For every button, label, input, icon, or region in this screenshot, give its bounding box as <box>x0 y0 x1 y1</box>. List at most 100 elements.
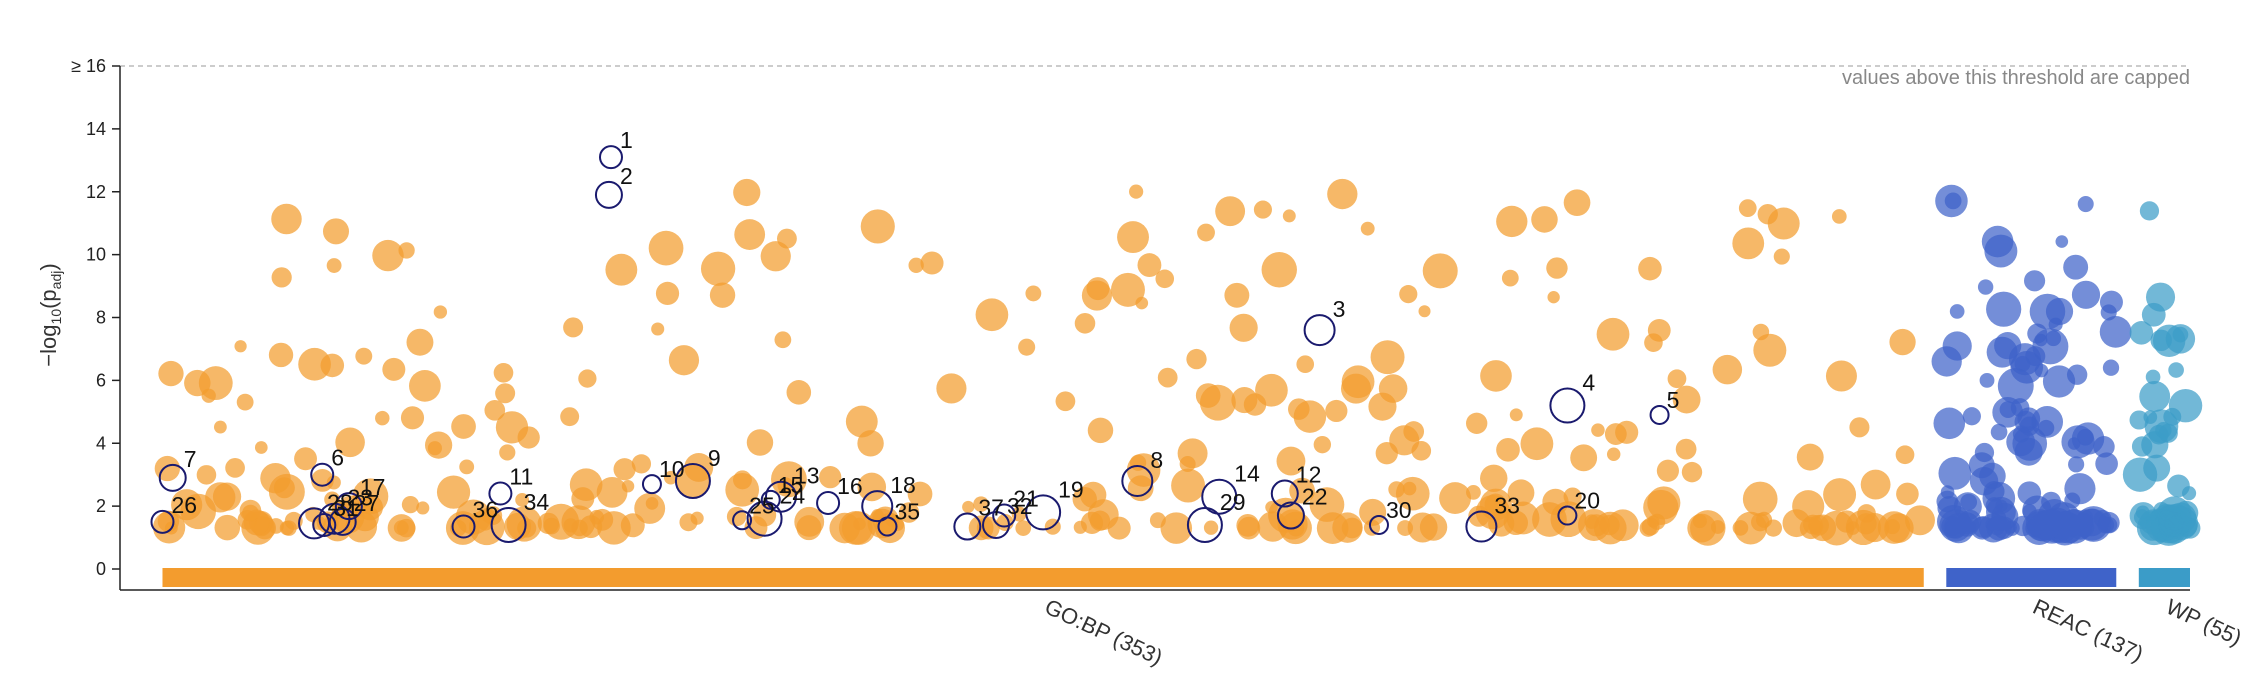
highlighted-point <box>674 462 711 499</box>
highlighted-point <box>816 490 841 515</box>
highlight-label: 37 <box>978 495 1004 521</box>
svg-text:−log10(padj): −log10(padj) <box>36 263 64 366</box>
term-point <box>406 328 434 356</box>
highlight-label: 34 <box>524 489 550 515</box>
highlighted-point <box>318 502 351 535</box>
term-point <box>2032 328 2069 365</box>
term-point <box>907 481 933 507</box>
term-point <box>1933 407 1966 440</box>
term-point <box>1732 227 1765 260</box>
term-point <box>1439 482 1472 515</box>
highlight-label: 15 <box>778 472 804 498</box>
term-point <box>709 282 736 308</box>
term-point <box>451 414 476 439</box>
term-point <box>2099 290 2123 314</box>
term-point <box>1137 253 1162 278</box>
term-point <box>1340 373 1372 404</box>
highlight-label: 22 <box>1302 484 1328 510</box>
term-point <box>841 511 876 545</box>
highlighted-point <box>877 516 898 537</box>
term-point <box>1243 393 1267 416</box>
term-point <box>517 426 540 449</box>
term-point <box>1224 282 1250 308</box>
term-point <box>1962 407 1981 426</box>
term-point <box>651 322 665 336</box>
term-point <box>1796 443 1824 471</box>
term-point <box>268 473 305 510</box>
term-point <box>2071 280 2101 309</box>
highlight-label: 31 <box>333 495 359 521</box>
term-point <box>271 267 292 288</box>
term-point <box>908 257 924 273</box>
term-point <box>726 506 747 527</box>
y-tick-label: 10 <box>86 245 106 265</box>
term-point <box>400 406 425 430</box>
term-point <box>409 370 441 402</box>
term-point <box>1979 373 1995 388</box>
highlight-label: 6 <box>331 445 344 471</box>
term-point <box>1649 513 1666 530</box>
term-point <box>1203 520 1219 535</box>
y-tick-label: 12 <box>86 182 106 202</box>
highlight-label: 12 <box>1296 462 1322 488</box>
term-point <box>631 454 652 474</box>
term-point <box>1985 497 2003 515</box>
term-point <box>2145 369 2161 385</box>
highlight-label: 32 <box>1007 493 1033 519</box>
term-point <box>1018 338 1036 356</box>
highlight-label: 24 <box>780 483 806 509</box>
term-point <box>1484 493 1507 516</box>
term-point <box>725 472 760 507</box>
source-bars: GO:BP (353) REAC (137) WP (55) <box>162 568 2246 670</box>
term-point <box>2077 196 2094 213</box>
term-point <box>375 410 390 426</box>
term-point <box>1710 520 1725 534</box>
term-point <box>1261 252 1297 288</box>
term-point <box>700 251 736 286</box>
term-point <box>1399 285 1418 304</box>
term-point <box>382 357 406 381</box>
term-point <box>1994 332 2022 360</box>
term-point <box>1327 178 1358 210</box>
term-point <box>1370 340 1405 375</box>
term-point <box>1496 205 1528 238</box>
source-bar-wp <box>2138 568 2190 587</box>
term-point <box>2066 364 2088 385</box>
y-title-mid: (p <box>36 289 61 309</box>
y-tick-label: ≥ 16 <box>71 56 106 76</box>
highlighted-point <box>594 180 623 209</box>
term-point <box>214 514 241 541</box>
term-point <box>326 475 341 490</box>
term-point <box>1986 291 2022 327</box>
term-point <box>920 251 944 275</box>
term-point <box>1506 501 1540 535</box>
highlighted-point <box>451 514 476 539</box>
term-point <box>2158 423 2178 443</box>
term-point <box>2129 321 2154 345</box>
term-point <box>1753 333 1787 367</box>
highlighted-point <box>312 512 337 537</box>
source-label: WP (55) <box>2162 594 2245 651</box>
highlight-label: 23 <box>348 485 374 511</box>
term-point <box>326 258 342 273</box>
term-point <box>1849 417 1870 438</box>
term-point <box>2047 502 2081 536</box>
term-point <box>973 496 989 512</box>
highlight-label: 13 <box>794 463 820 489</box>
term-point <box>1480 360 1512 392</box>
term-point <box>298 347 331 381</box>
term-point <box>268 342 294 368</box>
term-point <box>2099 315 2132 348</box>
term-point <box>2139 381 2171 412</box>
term-point <box>1547 291 1560 304</box>
term-point <box>1015 520 1032 536</box>
term-point <box>205 482 236 513</box>
term-point <box>372 239 404 272</box>
term-point <box>320 353 345 378</box>
highlight-label: 17 <box>360 474 386 500</box>
term-point <box>506 506 542 542</box>
highlight-label: 25 <box>749 492 775 518</box>
highlighted-point <box>488 481 513 506</box>
term-point <box>898 502 920 523</box>
term-point <box>690 511 704 525</box>
